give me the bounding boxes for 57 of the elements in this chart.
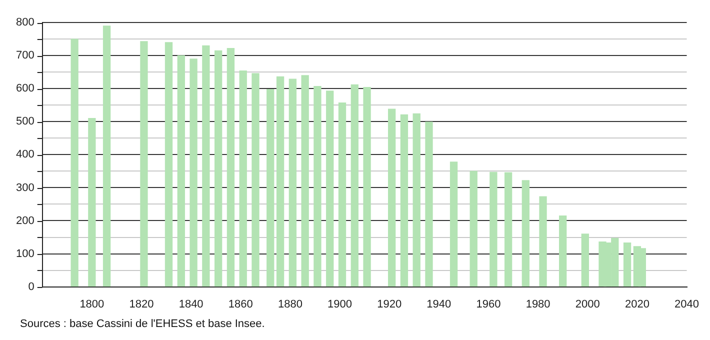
y-tick-label: 400 bbox=[16, 148, 34, 161]
bar bbox=[177, 55, 185, 287]
bar bbox=[214, 50, 222, 287]
bar bbox=[425, 122, 433, 287]
bar bbox=[338, 102, 346, 287]
bar bbox=[252, 73, 260, 287]
bar bbox=[400, 114, 408, 287]
y-tick-label: 200 bbox=[16, 214, 34, 227]
y-tick-label: 0 bbox=[28, 280, 34, 293]
x-tick-label: 1900 bbox=[328, 298, 352, 310]
bar bbox=[102, 26, 111, 287]
bar bbox=[539, 196, 547, 287]
x-tick-label: 2020 bbox=[624, 298, 650, 310]
x-tick-label: 1880 bbox=[278, 298, 302, 310]
bar bbox=[559, 215, 567, 287]
bar bbox=[239, 70, 247, 287]
bar bbox=[226, 48, 235, 287]
bar bbox=[522, 180, 530, 287]
x-tick-label: 1980 bbox=[526, 298, 550, 310]
y-tick-label: 800 bbox=[16, 16, 34, 29]
bar bbox=[301, 75, 309, 287]
y-tick-label: 100 bbox=[16, 248, 34, 260]
bar bbox=[412, 113, 420, 287]
bar bbox=[350, 84, 358, 287]
bar bbox=[326, 90, 334, 287]
bar bbox=[276, 76, 284, 287]
x-tick-label: 2040 bbox=[674, 298, 700, 310]
bar bbox=[363, 87, 371, 287]
bar bbox=[490, 172, 498, 287]
bar bbox=[450, 162, 458, 287]
bar bbox=[623, 242, 632, 287]
bar bbox=[164, 42, 173, 287]
bar bbox=[140, 41, 148, 287]
y-tick-label: 600 bbox=[16, 82, 34, 95]
x-tick-label: 1800 bbox=[80, 298, 104, 310]
x-tick-label: 1820 bbox=[129, 298, 154, 310]
bar bbox=[581, 234, 589, 287]
x-tick-label: 2000 bbox=[575, 298, 600, 310]
x-tick-label: 1860 bbox=[228, 298, 253, 310]
x-tick-label: 1960 bbox=[476, 298, 501, 310]
y-tick-label: 300 bbox=[16, 182, 34, 194]
bar bbox=[266, 88, 274, 287]
y-tick-label: 700 bbox=[16, 50, 34, 62]
bar bbox=[470, 170, 478, 287]
x-tick-label: 1920 bbox=[377, 298, 402, 310]
bar bbox=[202, 45, 210, 287]
bar bbox=[314, 86, 322, 287]
bar bbox=[190, 58, 198, 287]
bar bbox=[70, 38, 78, 287]
x-tick-label: 1940 bbox=[426, 298, 452, 310]
x-tick-label: 1840 bbox=[178, 298, 204, 310]
bar bbox=[88, 118, 96, 287]
bar bbox=[504, 172, 512, 287]
source-note: Sources : base Cassini de l'EHESS et base Insee. bbox=[20, 318, 266, 330]
y-tick-label: 500 bbox=[16, 116, 34, 128]
bar bbox=[388, 108, 396, 287]
bar bbox=[288, 78, 297, 287]
